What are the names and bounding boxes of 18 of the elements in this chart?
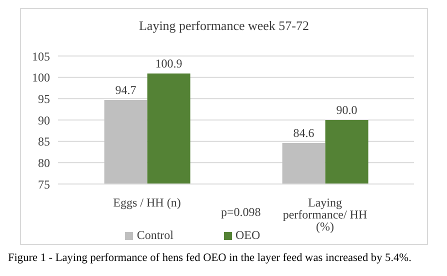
data-label: 84.6 [293, 126, 314, 140]
caption: Figure 1 - Laying performance of hens fed OEO in the layer feed was increased by 5.4%. [8, 252, 412, 264]
y-tick-label: 85 [38, 134, 50, 149]
data-label: 90.0 [336, 103, 358, 117]
y-tick-label: 100 [32, 70, 50, 85]
legend-label: OEO [236, 228, 260, 242]
y-tick-label: 95 [38, 92, 50, 106]
x-tick-label: Eggs / HH (n) [113, 196, 181, 210]
chart-title: Laying performance week 57-72 [138, 18, 310, 35]
x-tick-label: Laying performance/ HH (%) [282, 196, 368, 234]
y-tick-label: 90 [38, 113, 50, 128]
data-label: 94.7 [115, 82, 136, 97]
y-tick-label: 75 [38, 177, 50, 192]
legend-label: Control [136, 228, 174, 242]
text: p=0.098 [221, 205, 261, 220]
y-tick-label: 80 [38, 156, 50, 170]
data-label: 100.9 [155, 56, 182, 70]
y-tick-label: 105 [32, 49, 50, 64]
